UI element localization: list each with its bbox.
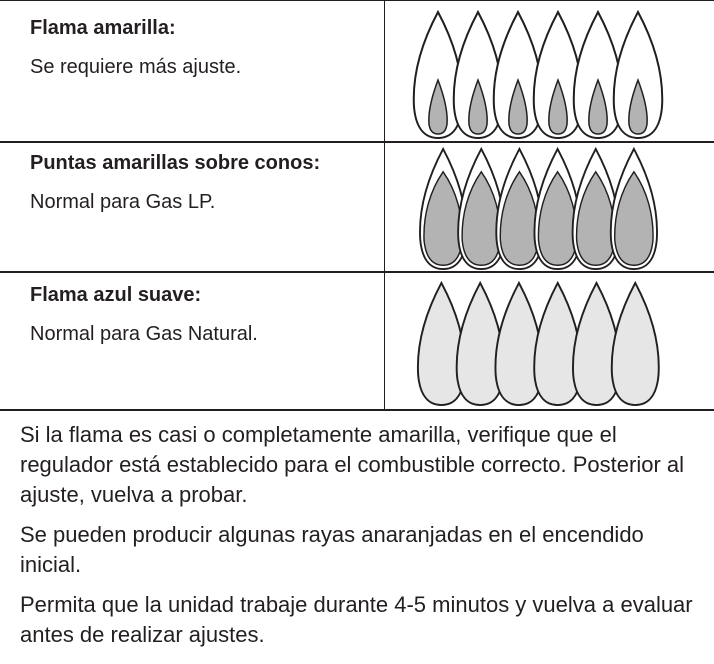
flame-illustration [419, 147, 658, 271]
table-row: Puntas amarillas sobre conos: Normal par… [0, 143, 714, 272]
row-description: Normal para Gas LP. [30, 191, 216, 213]
note: Se pueden producir algunas rayas anaranj… [20, 522, 644, 577]
notes: Si la flama es casi o completamente amar… [20, 420, 700, 660]
row-title: Flama amarilla: [30, 17, 176, 39]
table-border [0, 0, 714, 1]
column-divider [384, 0, 385, 410]
note: Si la flama es casi o completamente amar… [20, 422, 685, 507]
flame-illustration [416, 281, 660, 407]
cell: Puntas amarillas sobre conos: Normal par… [30, 147, 360, 216]
table-row: Flama azul suave: Normal para Gas Natura… [0, 273, 714, 410]
row-divider [0, 141, 714, 143]
row-title: Puntas amarillas sobre conos: [30, 152, 321, 174]
flame-illustration [412, 11, 664, 139]
cell: Flama amarilla: Se requiere más ajuste. [30, 12, 370, 81]
row-title: Flama azul suave: [30, 284, 202, 306]
note: Permita que la unidad trabaje durante 4-… [20, 592, 693, 647]
table-row: Flama amarilla: Se requiere más ajuste. [0, 0, 714, 142]
row-description: Normal para Gas Natural. [30, 323, 258, 345]
cell: Flama azul suave: Normal para Gas Natura… [30, 279, 370, 348]
table-border [0, 409, 714, 411]
row-description: Se requiere más ajuste. [30, 56, 242, 78]
row-divider [0, 271, 714, 273]
